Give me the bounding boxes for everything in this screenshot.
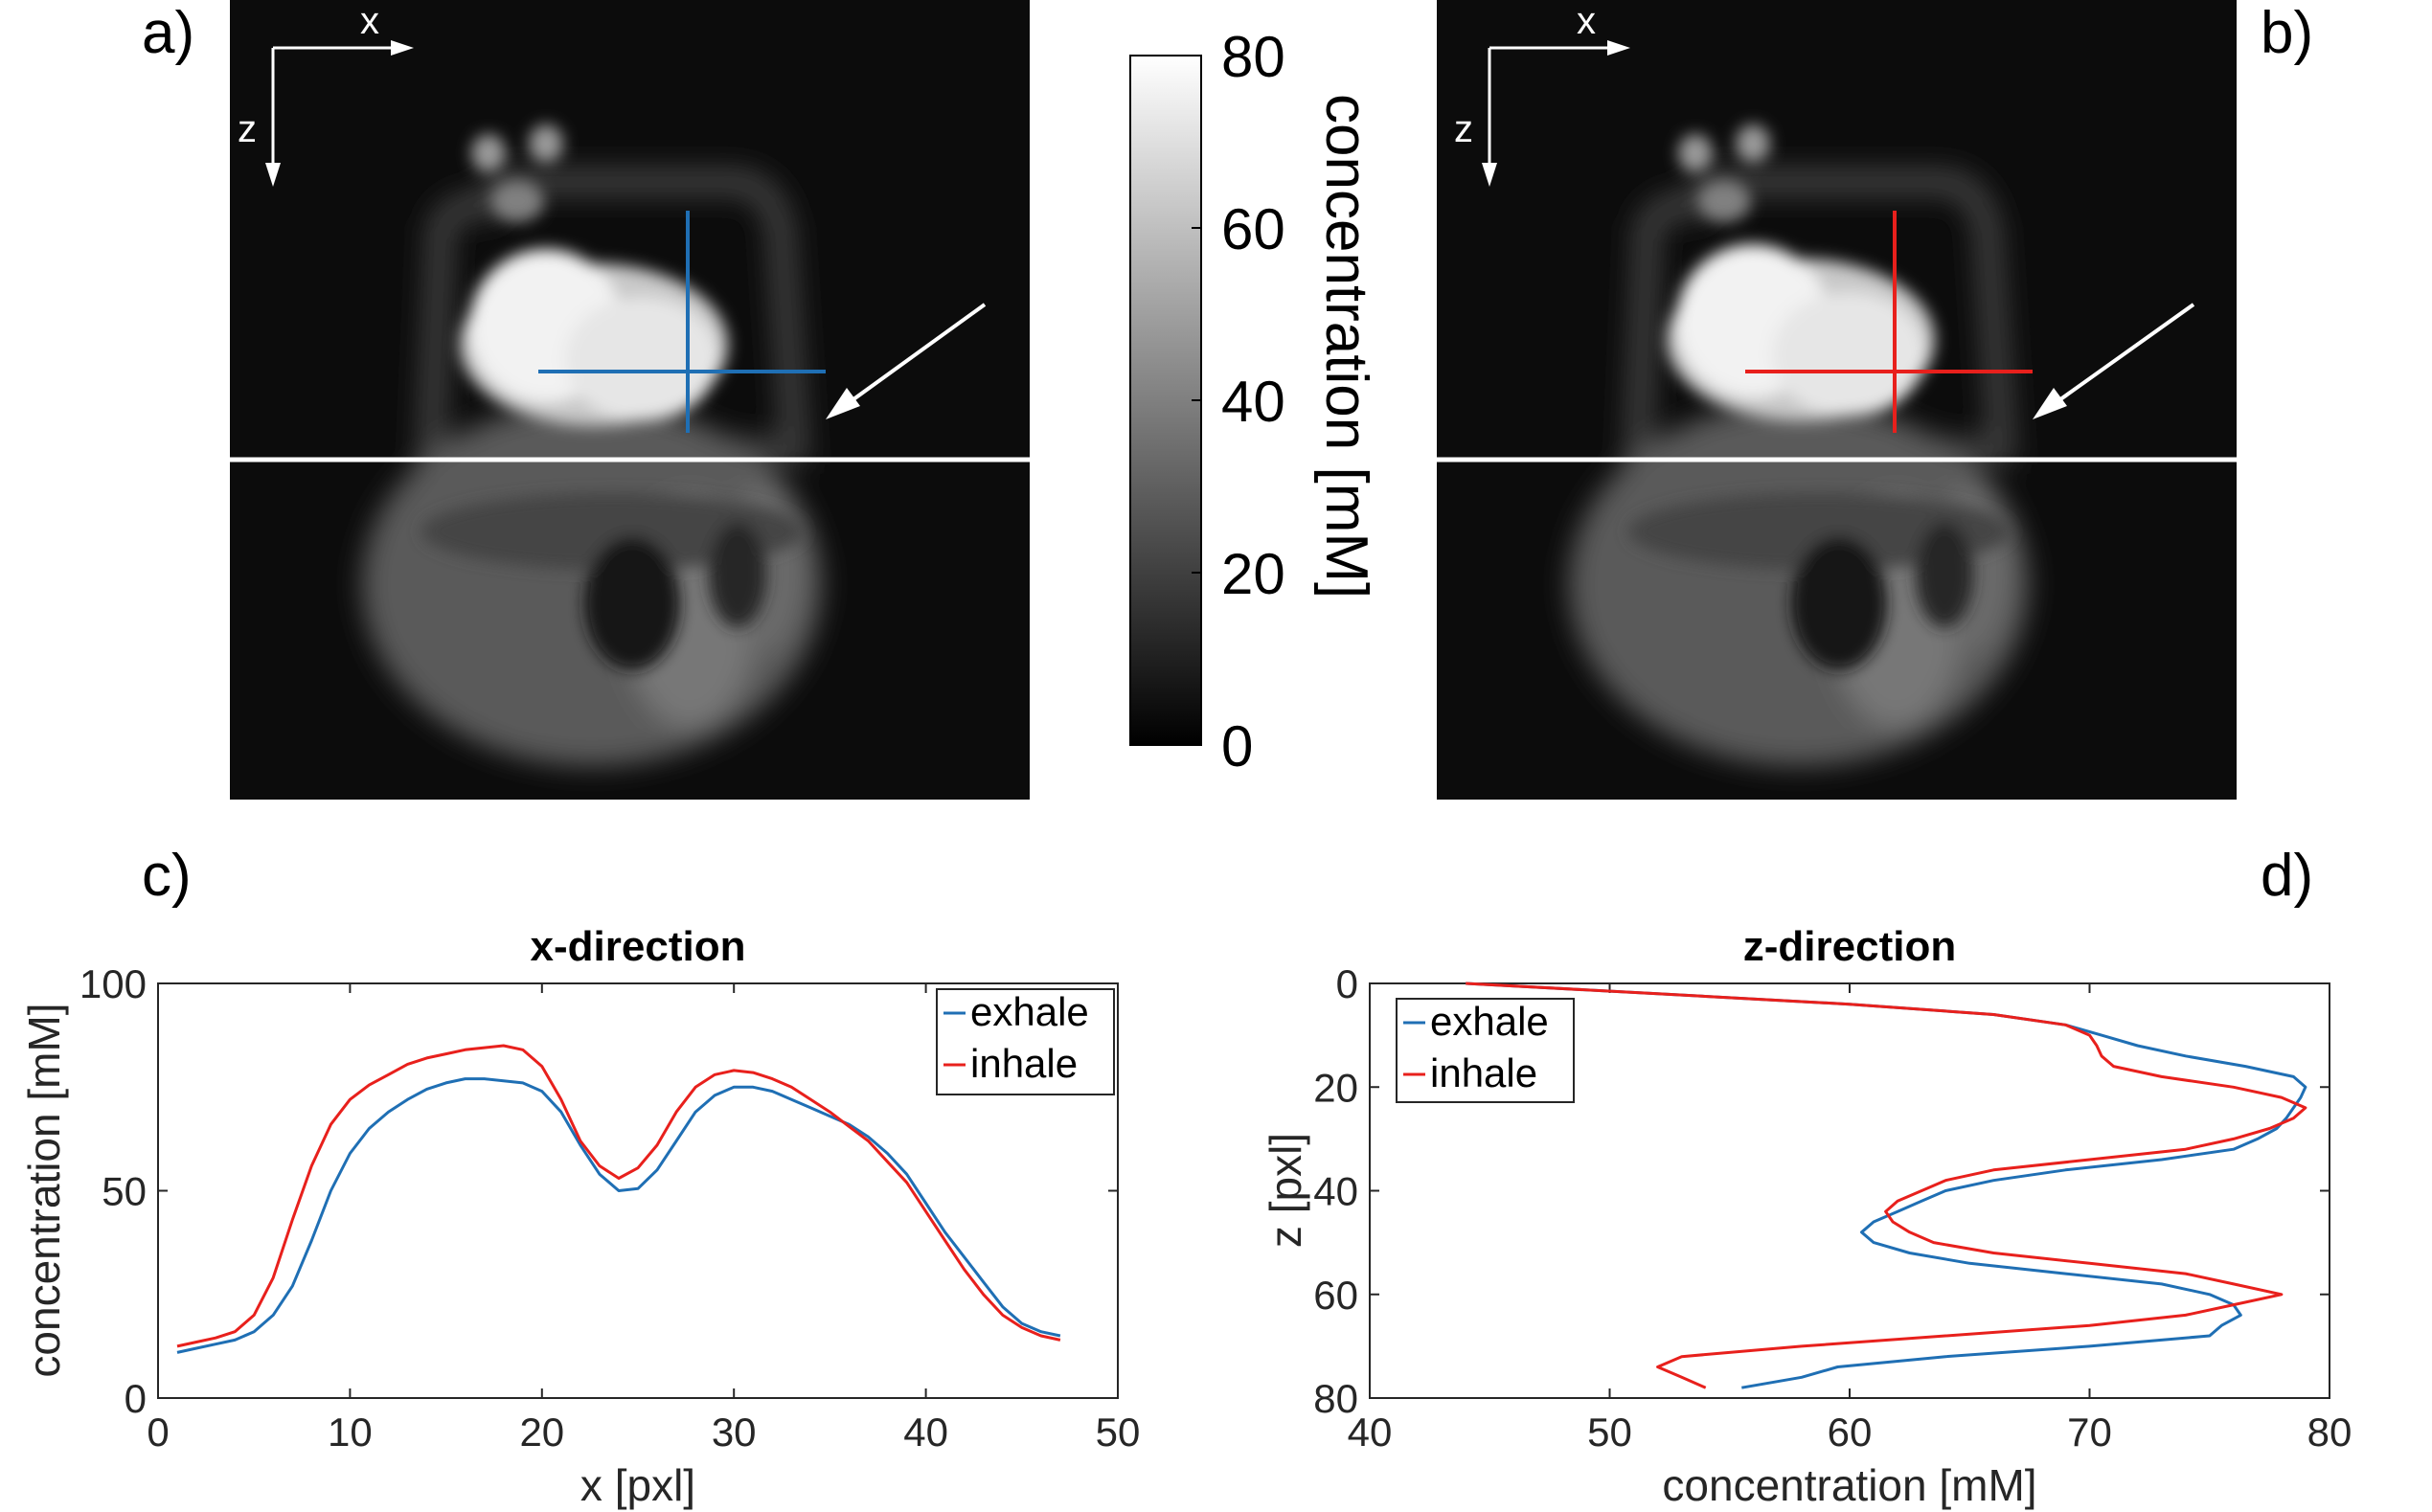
axis-arrow-z-label-b: z [1454, 108, 1473, 150]
colorbar-label: concentration [mM] [1313, 94, 1379, 598]
chart-d-ytick-label: 0 [1336, 961, 1358, 1006]
legend-d-inhale-label: inhale [1430, 1050, 1537, 1095]
axes-indicator-a [265, 40, 414, 187]
arrow-pointer-b [2033, 303, 2195, 419]
panel-label-c: c) [142, 843, 192, 909]
axis-arrow-x-label-b: x [1577, 0, 1596, 42]
chart-d-ytick-label: 60 [1313, 1273, 1358, 1318]
chart-c-title: x-direction [531, 923, 746, 970]
chart-d-ytick-label: 80 [1313, 1376, 1358, 1421]
legend-c-inhale-label: inhale [970, 1041, 1078, 1086]
legend-d-exhale-label: exhale [1430, 999, 1549, 1044]
chart-c-legend: exhale inhale [936, 988, 1115, 1095]
chart-d-legend: exhale inhale [1396, 998, 1575, 1103]
panel-label-d: d) [2261, 843, 2313, 909]
axis-arrow-x-label-a: x [360, 0, 379, 42]
chart-c-xtick-label: 50 [1096, 1410, 1141, 1455]
chart-x-direction: x-direction x [pxl] concentration [mM] 0… [19, 923, 1140, 1510]
arrow-pointer-a [826, 303, 987, 419]
axes-indicator-b [1482, 40, 1630, 187]
colorbar-tick-label: 20 [1221, 542, 1285, 606]
chart-c-ytick-label: 50 [102, 1169, 147, 1214]
colorbar-gradient [1129, 55, 1202, 746]
legend-c-exhale-label: exhale [970, 989, 1089, 1034]
chart-c-ticks: 0 10 20 30 40 50 0 50 100 [80, 961, 1140, 1455]
chart-c-ytick-label: 0 [125, 1376, 147, 1421]
colorbar-tick-label: 0 [1221, 714, 1253, 779]
chart-c-series-inhale [176, 1044, 1061, 1348]
chart-z-direction: z-direction concentration [mM] z [pxl] 4… [1261, 923, 2352, 1510]
chart-d-xtick-label: 60 [1828, 1410, 1873, 1455]
chart-c-xtick-label: 30 [712, 1410, 757, 1455]
chart-d-lines [1466, 982, 2307, 1389]
chart-c-xtick-label: 0 [147, 1410, 169, 1455]
chart-c-xtick-label: 20 [519, 1410, 564, 1455]
panel-label-a: a) [142, 0, 194, 66]
chart-d-xtick-label: 80 [2307, 1410, 2352, 1455]
chart-d-ytick-label: 40 [1313, 1169, 1358, 1214]
chart-d-series-inhale [1466, 982, 2307, 1389]
chart-c-xtick-label: 40 [903, 1410, 948, 1455]
chart-c-ytick-label: 100 [80, 961, 147, 1006]
chart-c-series-exhale [176, 1077, 1061, 1354]
chart-c-ylabel: concentration [mM] [19, 1003, 69, 1377]
image-panel-a: x z [230, 0, 1030, 800]
chart-d-ytick-label: 20 [1313, 1065, 1358, 1110]
image-panel-b: x z [1437, 0, 2237, 800]
colorbar-tick-label: 60 [1221, 197, 1285, 261]
panel-label-b: b) [2261, 0, 2313, 66]
chart-d-xtick-label: 40 [1348, 1410, 1393, 1455]
colorbar: 0 20 40 60 80 concentration [mM] [1129, 25, 1379, 779]
colorbar-tick-label: 40 [1221, 370, 1285, 434]
colorbar-tick-label: 80 [1221, 25, 1285, 89]
axis-arrow-z-label-a: z [238, 108, 257, 150]
chart-c-xtick-label: 10 [328, 1410, 373, 1455]
chart-c-lines [176, 1044, 1061, 1354]
chart-d-series-exhale [1466, 982, 2307, 1389]
chart-d-xtick-label: 70 [2067, 1410, 2112, 1455]
chart-d-xlabel: concentration [mM] [1662, 1460, 2036, 1510]
chart-d-ticks: 40 50 60 70 80 0 20 40 60 80 [1313, 961, 2352, 1455]
chart-d-title: z-direction [1743, 923, 1956, 970]
chart-d-ylabel: z [pxl] [1261, 1133, 1310, 1248]
colorbar-ticks: 0 20 40 60 80 [1192, 25, 1285, 779]
chart-d-xtick-label: 50 [1587, 1410, 1632, 1455]
chart-c-xlabel: x [pxl] [580, 1460, 695, 1510]
